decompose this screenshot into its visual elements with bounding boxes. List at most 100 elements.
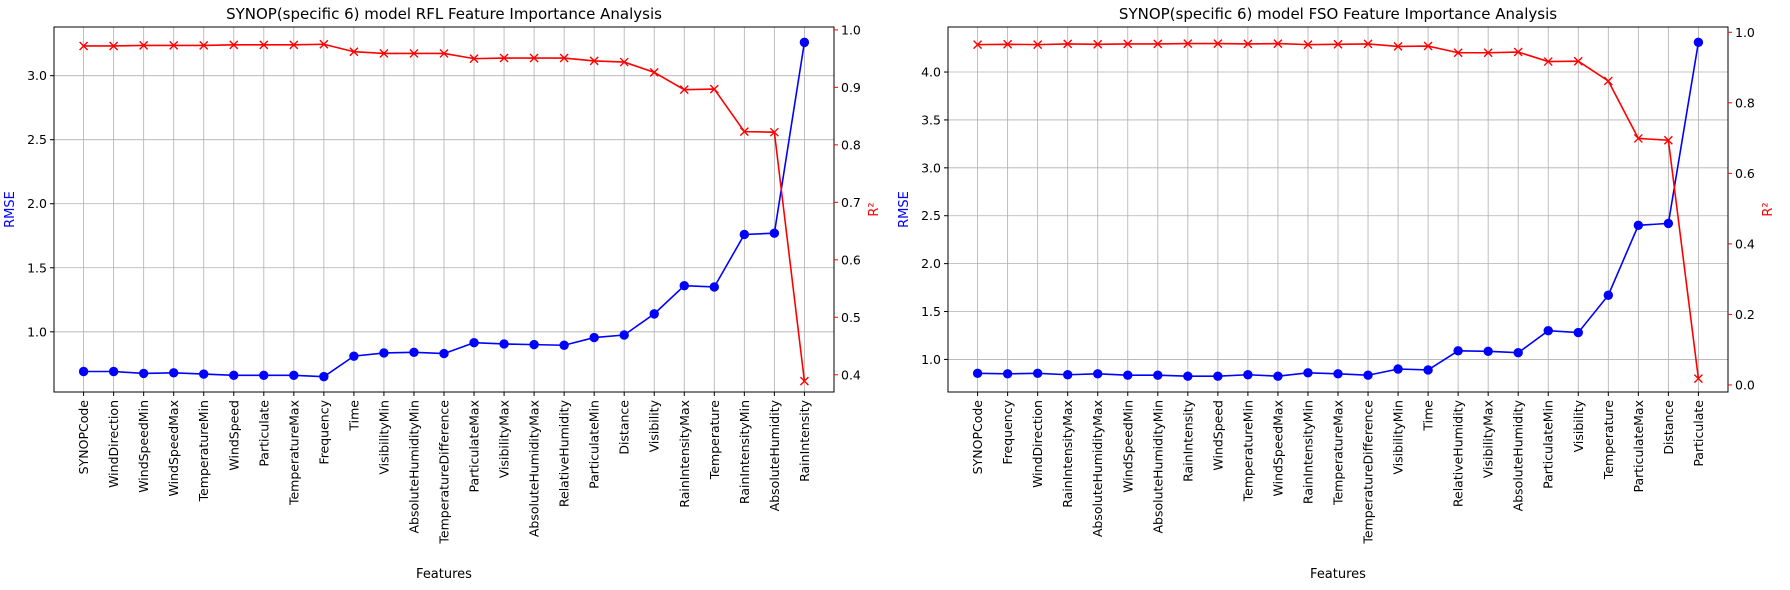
- r2-point: [1033, 40, 1043, 50]
- rmse-point: [1663, 218, 1674, 229]
- rmse-point: [138, 368, 149, 379]
- r2-point: [229, 40, 239, 50]
- chart-title: SYNOP(specific 6) model FSO Feature Impo…: [1119, 5, 1557, 23]
- x-tick-label: SYNOPCode: [970, 400, 985, 475]
- y-tick-label: 2.0: [921, 256, 941, 271]
- rmse-point: [1603, 290, 1614, 300]
- x-tick-label: VisibilityMin: [1391, 400, 1406, 475]
- r2-point: [529, 53, 539, 63]
- y-tick-label: 2.5: [27, 132, 47, 147]
- x-tick-label: VisibilityMin: [376, 400, 391, 475]
- r2-point: [1063, 39, 1073, 49]
- rmse-point: [379, 348, 389, 358]
- y-axis-label: RMSE: [897, 191, 912, 228]
- r2-point: [1213, 39, 1223, 49]
- x-tick-label: Frequency: [316, 399, 331, 464]
- rmse-point: [439, 348, 449, 359]
- rmse-point: [1183, 371, 1193, 381]
- x-tick-label: Visibility: [1571, 399, 1586, 452]
- y-axis-label: RMSE: [3, 191, 18, 228]
- r2-point: [1543, 57, 1553, 67]
- rmse-point: [78, 366, 89, 377]
- x-tick-label: Frequency: [1000, 399, 1015, 464]
- x-tick-label: RainIntensityMax: [677, 400, 692, 508]
- x-tick-label: ParticulateMin: [1541, 400, 1556, 489]
- x-tick-label: Time: [1421, 400, 1436, 432]
- r2-point: [379, 48, 389, 58]
- x-tick-label: WindSpeedMax: [1270, 400, 1285, 496]
- r2-point: [259, 40, 269, 50]
- y2-axis-label: R²: [1761, 202, 1776, 216]
- x-tick-label: RainIntensityMax: [1060, 400, 1075, 508]
- rmse-point: [619, 330, 629, 340]
- x-tick-label: TemperatureDifference: [1361, 400, 1376, 545]
- x-tick-label: AbsoluteHumidityMax: [527, 400, 542, 537]
- r2-point: [1153, 39, 1163, 49]
- x-tick-label: Temperature: [707, 400, 722, 480]
- r2-point: [1603, 76, 1613, 86]
- y2-tick-label: 1.0: [1735, 25, 1755, 40]
- x-tick-label: SYNOPCode: [76, 400, 91, 475]
- x-tick-label: WindSpeed: [1210, 400, 1225, 471]
- rmse-point: [1303, 368, 1313, 378]
- r2-point: [1243, 39, 1253, 49]
- r2-point: [973, 40, 983, 50]
- x-tick-label: RainIntensity: [1180, 399, 1195, 481]
- y-tick-label: 1.0: [27, 324, 47, 339]
- rmse-point: [199, 369, 209, 379]
- y2-tick-label: 0.7: [841, 195, 861, 210]
- rmse-point: [1363, 370, 1373, 380]
- y-tick-label: 1.0: [921, 352, 941, 367]
- y2-tick-label: 0.8: [841, 137, 861, 152]
- rmse-point: [1393, 364, 1403, 374]
- x-tick-label: VisibilityMax: [1481, 400, 1496, 478]
- rmse-point: [972, 368, 983, 379]
- x-tick-label: TemperatureMin: [196, 400, 211, 502]
- y-tick-label: 3.5: [921, 112, 941, 127]
- rmse-point: [319, 371, 329, 382]
- rmse-point: [1453, 346, 1463, 356]
- r2-point: [1393, 41, 1403, 51]
- r2-point: [199, 40, 209, 50]
- r2-point: [649, 67, 659, 77]
- rmse-point: [1483, 346, 1493, 356]
- r2-point: [1453, 48, 1463, 58]
- r2-point: [319, 39, 329, 49]
- x-tick-label: Visibility: [647, 399, 662, 452]
- x-tick-label: ParticulateMax: [1631, 400, 1646, 493]
- x-tick-label: WindSpeedMin: [136, 400, 151, 493]
- x-tick-label: AbsoluteHumidity: [767, 399, 782, 511]
- r2-point: [1003, 39, 1013, 49]
- r2-point: [1513, 47, 1523, 57]
- rmse-point: [1032, 368, 1043, 379]
- r2-point: [1573, 56, 1583, 66]
- rmse-point: [739, 229, 750, 240]
- rmse-point: [108, 366, 119, 377]
- x-axis-label: Features: [1310, 567, 1366, 582]
- y2-tick-label: 0.2: [1735, 307, 1755, 322]
- chart-title: SYNOP(specific 6) model RFL Feature Impo…: [226, 5, 662, 23]
- y2-tick-label: 0.5: [841, 310, 861, 325]
- rmse-point: [559, 340, 569, 350]
- y-tick-label: 3.0: [921, 160, 941, 175]
- x-tick-label: AbsoluteHumidityMin: [1150, 400, 1165, 534]
- y2-tick-label: 0.6: [841, 252, 861, 267]
- x-tick-label: AbsoluteHumidityMin: [406, 400, 421, 534]
- r2-point: [1123, 39, 1133, 49]
- rmse-point: [1002, 369, 1013, 379]
- rmse-point: [649, 309, 659, 319]
- x-tick-label: WindSpeedMax: [166, 400, 181, 496]
- x-tick-label: TemperatureMax: [1331, 400, 1346, 506]
- rmse-point: [1093, 369, 1103, 379]
- rmse-point: [1123, 370, 1133, 380]
- rmse-point: [1273, 371, 1283, 381]
- rmse-point: [1423, 365, 1433, 375]
- x-tick-label: AbsoluteHumidity: [1511, 399, 1526, 511]
- rmse-point: [1573, 327, 1583, 338]
- r2-point: [1303, 40, 1313, 50]
- x-tick-label: ParticulateMin: [587, 400, 602, 489]
- r2-point: [1363, 39, 1373, 49]
- y2-tick-label: 0.9: [841, 80, 861, 95]
- y-tick-label: 2.5: [921, 208, 941, 223]
